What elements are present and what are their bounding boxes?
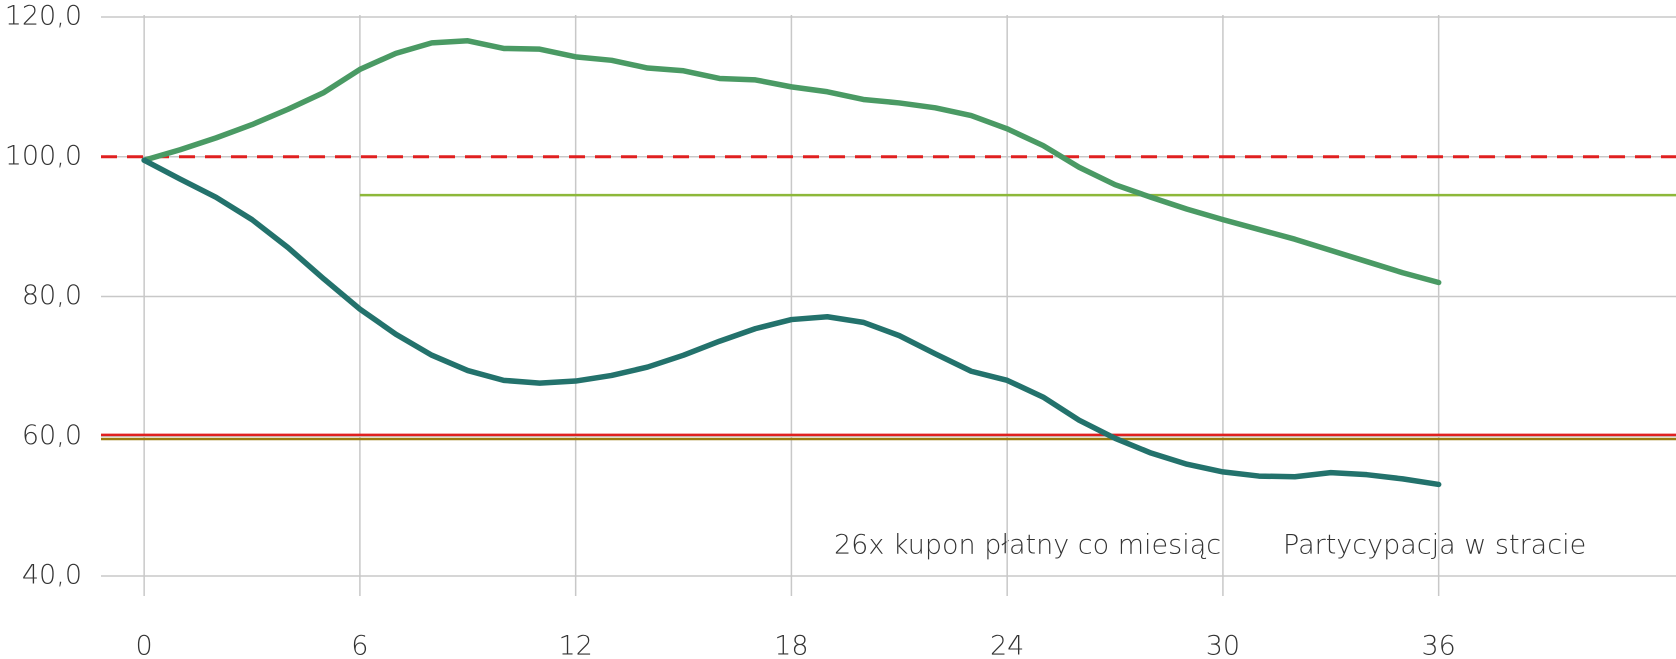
annotation: Partycypacja w stracie [1283, 530, 1586, 561]
y-tick-label: 40,0 [22, 560, 82, 591]
x-tick-label: 12 [558, 631, 592, 659]
x-tick-label: 6 [351, 631, 368, 659]
series-line [141, 38, 1442, 286]
x-tick-label: 36 [1421, 631, 1455, 659]
x-tick-label: 0 [136, 631, 153, 659]
x-tick-label: 24 [990, 631, 1024, 659]
y-tick-label: 100,0 [5, 140, 82, 171]
y-tick-label: 120,0 [5, 1, 82, 32]
x-tick-label: 18 [774, 631, 808, 659]
y-tick-label: 60,0 [22, 420, 82, 451]
series-line [141, 157, 1442, 488]
y-tick-label: 80,0 [22, 280, 82, 311]
x-tick-label: 30 [1206, 631, 1240, 659]
annotation: 26x kupon płatny co miesiąc [834, 530, 1221, 561]
